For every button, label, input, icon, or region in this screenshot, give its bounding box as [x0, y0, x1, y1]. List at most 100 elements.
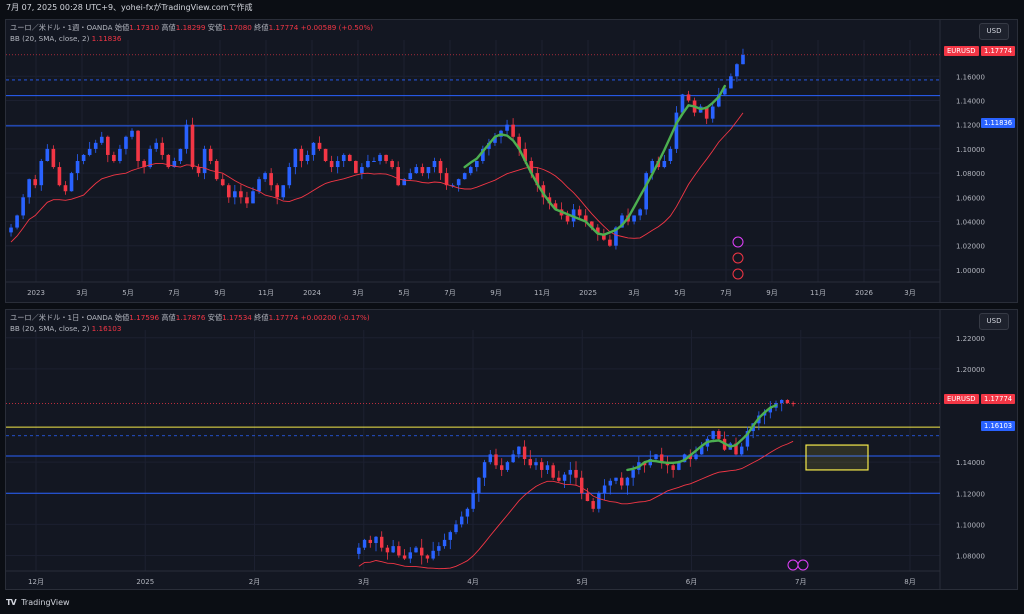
candle-body — [602, 485, 607, 494]
candle-body — [357, 547, 361, 554]
candle-body — [442, 539, 447, 547]
candle-body — [220, 179, 225, 186]
candle-body — [420, 167, 425, 174]
candle-body — [568, 469, 572, 475]
candle-body — [362, 539, 367, 548]
trend-curve — [626, 404, 778, 472]
y-tick-label: 1.12000 — [956, 122, 985, 130]
candle-body — [208, 148, 213, 161]
candle-body — [620, 477, 624, 486]
symbol-tag: EURUSD — [944, 394, 979, 404]
candle-body — [391, 546, 395, 553]
candle-body — [385, 547, 390, 553]
candle-body — [562, 474, 567, 481]
candle-body — [226, 185, 231, 198]
candle-body — [557, 477, 561, 481]
bb-tag: 1.16103 — [981, 421, 1016, 431]
candle-body — [595, 227, 600, 234]
event-icon — [797, 559, 809, 571]
candle-body — [172, 161, 177, 168]
x-tick-label: 12月 — [28, 578, 44, 586]
y-tick-label: 1.10000 — [956, 146, 985, 154]
currency-button[interactable]: USD — [979, 23, 1009, 40]
x-tick-label: 7月 — [168, 289, 179, 297]
lightning-icon — [787, 559, 799, 571]
candle-body — [184, 124, 189, 149]
tradingview-logo-icon: TV — [6, 598, 17, 607]
candle-body — [118, 148, 122, 161]
candle-body — [374, 536, 378, 544]
candle-body — [160, 142, 165, 155]
candle-body — [541, 185, 546, 198]
x-tick-label: 5月 — [674, 289, 685, 297]
low-label: 安値 — [207, 313, 223, 322]
weekly-ohlc-line: ユーロ／米ドル・1週・OANDA 始値1.17310 高値1.18299 安値1… — [10, 23, 373, 33]
candle-body — [57, 167, 62, 186]
candle-body — [741, 54, 745, 65]
open-value: 1.17310 — [129, 23, 160, 32]
candle-body — [450, 185, 455, 187]
price-tag: 1.17774 — [981, 46, 1016, 56]
close-value: 1.17774 — [268, 23, 299, 32]
candle-body — [360, 167, 364, 174]
candle-body — [654, 454, 658, 460]
candle-body — [311, 142, 316, 155]
weekly-chart-panel[interactable]: 1.16000 1.14000 1.12000 1.10000 1.08000 1.060… — [5, 19, 1018, 303]
tradingview-footer[interactable]: TV TradingView — [6, 598, 70, 607]
x-tick-label: 3月 — [904, 289, 915, 297]
candle-body — [33, 179, 38, 186]
candle-body — [677, 462, 681, 470]
price-tag: 1.17774 — [981, 394, 1016, 404]
daily-chart-panel[interactable]: 1.22000 1.20000 1.14000 1.12000 1.10000 1.080… — [5, 309, 1018, 590]
y-tick-label: 1.14000 — [956, 459, 985, 467]
candle-body — [112, 154, 116, 161]
bb-tag: 1.11836 — [981, 118, 1016, 128]
x-tick-label: 11月 — [258, 289, 274, 297]
candle-body — [682, 454, 687, 463]
candle-body — [233, 191, 237, 198]
daily-chart-svg[interactable]: 1.22000 1.20000 1.14000 1.12000 1.10000 1.080… — [6, 310, 1017, 589]
candle-body — [511, 124, 515, 137]
candle-body — [257, 179, 261, 192]
candle-body — [791, 403, 795, 405]
candle-body — [565, 215, 570, 222]
candle-body — [608, 480, 612, 486]
weekly-bb-legend[interactable]: BB (20, SMA, close, 2) 1.11836 — [10, 34, 121, 43]
candle-body — [668, 148, 673, 161]
candle-body — [93, 142, 98, 149]
candle-body — [745, 431, 750, 447]
currency-button[interactable]: USD — [979, 313, 1009, 330]
weekly-chart-svg[interactable]: 1.16000 1.14000 1.12000 1.10000 1.08000 1.060… — [6, 20, 1017, 302]
candle-body — [468, 167, 473, 174]
candle-body — [148, 148, 152, 168]
daily-bb-legend[interactable]: BB (20, SMA, close, 2) 1.16103 — [10, 324, 121, 333]
candle-body — [551, 465, 555, 478]
x-tick-label: 2025 — [579, 289, 597, 297]
candle-body — [583, 215, 588, 222]
trend-curve — [463, 84, 726, 237]
bollinger-basis-line — [10, 112, 744, 243]
candle-body — [535, 173, 540, 186]
lightning-icon — [732, 236, 744, 248]
y-tick-label: 1.08000 — [956, 552, 985, 560]
candle-body — [700, 446, 704, 455]
candle-body — [660, 454, 664, 463]
candle-body — [577, 209, 582, 216]
candle-body — [317, 142, 322, 149]
candle-body — [384, 154, 388, 161]
x-tick-label: 6月 — [686, 578, 697, 586]
candle-body — [214, 161, 219, 180]
candle-body — [694, 454, 698, 460]
y-tick-label: 1.08000 — [956, 170, 985, 178]
candle-body — [620, 215, 624, 228]
brand-name: TradingView — [21, 598, 70, 607]
candle-body — [704, 106, 709, 119]
close-label: 終値 — [254, 313, 269, 322]
bb-value: 1.11836 — [91, 34, 122, 43]
candle-body — [523, 148, 528, 161]
candle-body — [631, 469, 635, 478]
candle-body — [574, 469, 578, 478]
candle-body — [589, 221, 594, 228]
candle-body — [372, 161, 376, 162]
change-value: +0.00200 (-0.17%) — [300, 313, 370, 322]
